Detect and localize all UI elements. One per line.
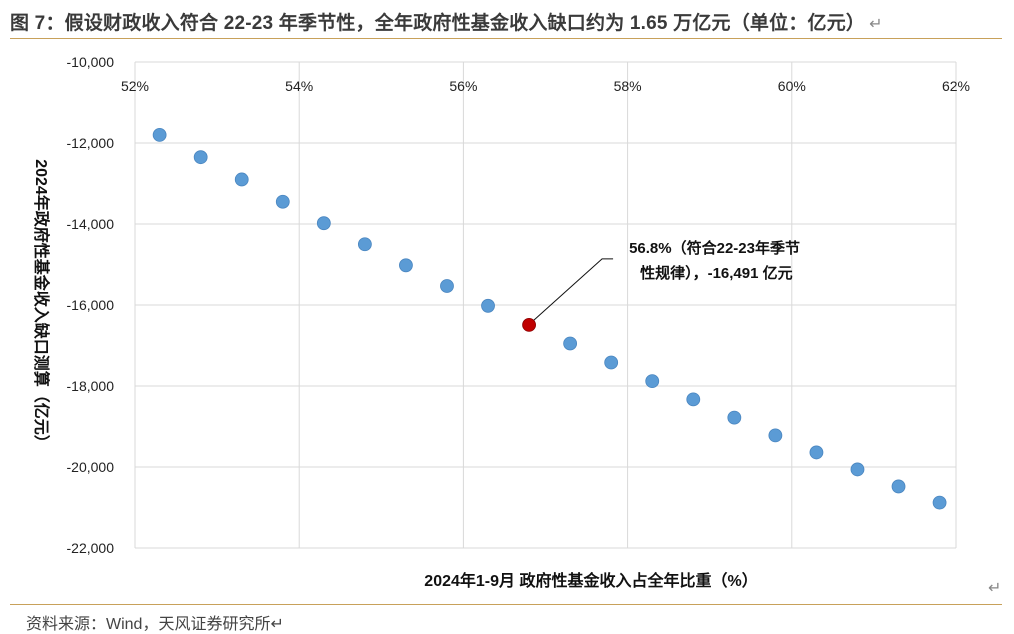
x-tick-label: 54% (285, 78, 313, 94)
y-tick-label: -22,000 (67, 540, 115, 556)
annotation-label-line1: 56.8%（符合22-23年季节 (629, 239, 800, 257)
data-point (768, 428, 783, 443)
chart-title-text: 图 7：假设财政收入符合 22-23 年季节性，全年政府性基金收入缺口约为 1.… (10, 13, 866, 34)
data-point (234, 172, 249, 187)
data-point (891, 479, 906, 494)
corner-return-icon: ↵ (988, 580, 1002, 597)
y-tick-label: -12,000 (67, 135, 115, 151)
return-mark-icon: ↵ (869, 16, 883, 33)
annotation-label-line2: 性规律），-16,491 亿元 (640, 264, 793, 282)
grid-lines (134, 61, 957, 549)
data-point (399, 258, 413, 273)
x-axis-label: 2024年1-9月 政府性基金收入占全年比重（%） (424, 571, 757, 590)
data-point (193, 150, 208, 165)
x-tick-label: 56% (449, 78, 477, 94)
y-tick-label: -10,000 (67, 54, 115, 70)
data-point (809, 445, 824, 460)
data-point (440, 279, 454, 293)
data-point (316, 216, 331, 231)
data-point (152, 127, 167, 142)
scatter-chart: -10,000 -12,000 -14,000 -16,000 -18,000 -20,0… (32, 54, 971, 590)
x-tick-label: 60% (778, 78, 806, 94)
data-point (686, 392, 701, 407)
data-point (727, 410, 742, 425)
data-point (275, 194, 290, 209)
data-points (152, 127, 947, 510)
data-point (604, 355, 619, 370)
highlight-point (522, 317, 536, 332)
data-point (932, 495, 947, 510)
data-point (850, 462, 865, 477)
title-divider (10, 38, 1002, 39)
x-tick-label: 52% (121, 78, 149, 94)
data-point (481, 298, 495, 313)
data-point (645, 374, 660, 389)
axis-ticks: -10,000 -12,000 -14,000 -16,000 -18,000 -20,0… (67, 54, 971, 556)
y-axis-label-text: 2024年政府性基金收入缺口测算（亿元） (32, 159, 51, 451)
source-divider (10, 604, 1002, 605)
x-tick-label: 62% (942, 78, 970, 94)
y-axis-label: 2024年政府性基金收入缺口测算（亿元） (32, 159, 51, 451)
data-point (563, 336, 578, 351)
y-tick-label: -14,000 (67, 216, 115, 232)
y-tick-label: -20,000 (67, 459, 115, 475)
y-tick-label: -16,000 (67, 297, 115, 313)
x-tick-label: 58% (614, 78, 642, 94)
annotation-leader-line (532, 258, 614, 322)
source-note: 资料来源：Wind，天风证券研究所↵ (26, 616, 284, 633)
chart-title: 图 7：假设财政收入符合 22-23 年季节性，全年政府性基金收入缺口约为 1.… (10, 8, 883, 35)
data-point (357, 237, 372, 252)
y-tick-label: -18,000 (67, 378, 115, 394)
